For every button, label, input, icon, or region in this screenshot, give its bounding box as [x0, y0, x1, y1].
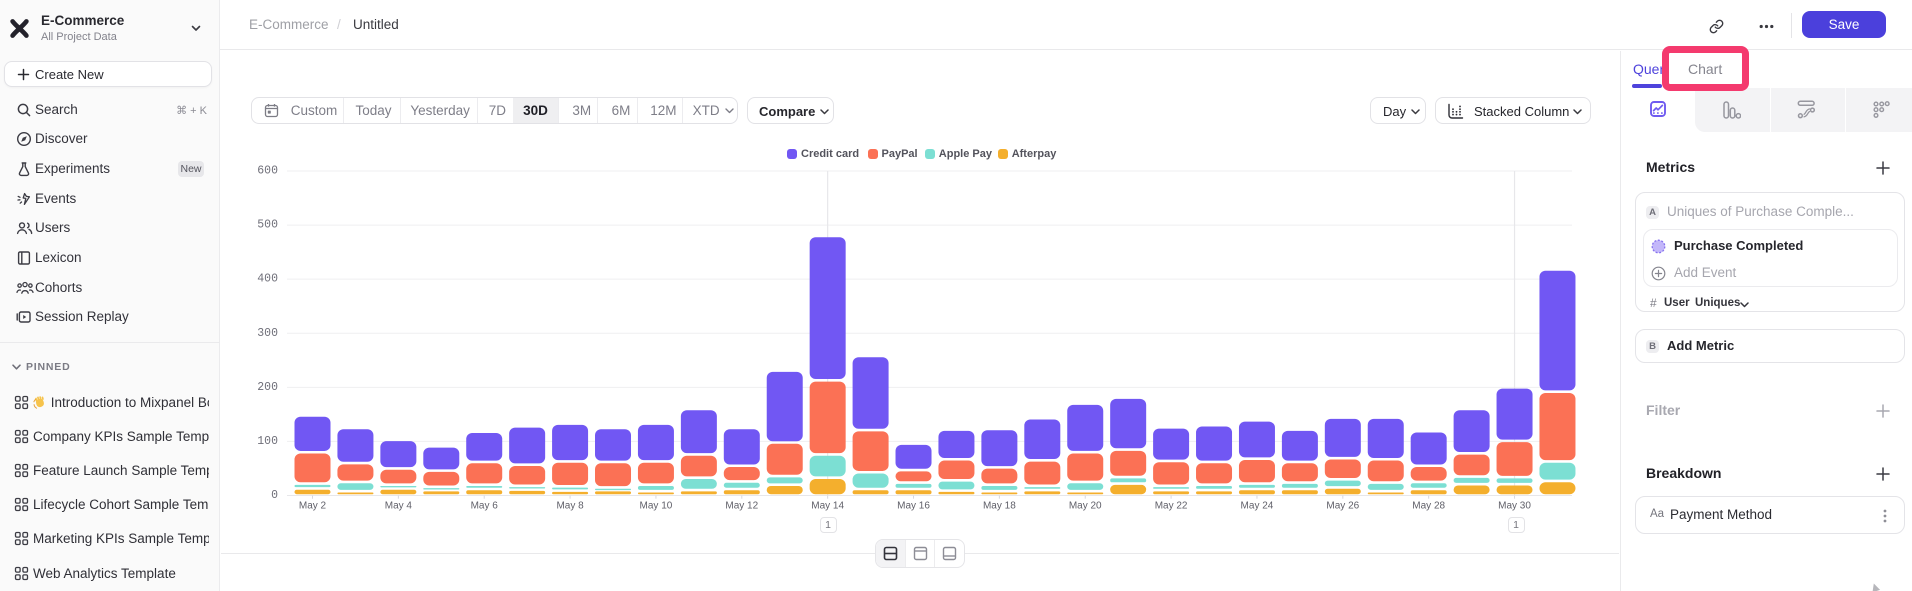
svg-text:0: 0: [271, 489, 278, 502]
svg-text:May 4: May 4: [385, 501, 413, 512]
svg-text:200: 200: [257, 381, 278, 394]
svg-text:May 2: May 2: [299, 501, 327, 512]
svg-text:May 26: May 26: [1326, 501, 1359, 512]
svg-text:May 30: May 30: [1498, 501, 1531, 512]
svg-text:May 10: May 10: [640, 501, 673, 512]
svg-text:May 20: May 20: [1069, 501, 1102, 512]
svg-text:May 18: May 18: [983, 501, 1016, 512]
svg-text:May 14: May 14: [811, 501, 844, 512]
svg-text:May 12: May 12: [725, 501, 758, 512]
svg-text:100: 100: [257, 435, 278, 448]
svg-text:500: 500: [257, 219, 278, 232]
svg-text:600: 600: [257, 165, 278, 178]
svg-text:May 24: May 24: [1241, 501, 1274, 512]
svg-text:300: 300: [257, 327, 278, 340]
svg-text:May 28: May 28: [1412, 501, 1445, 512]
svg-text:May 22: May 22: [1155, 501, 1188, 512]
svg-text:May 8: May 8: [556, 501, 584, 512]
svg-text:400: 400: [257, 273, 278, 286]
svg-text:May 16: May 16: [897, 501, 930, 512]
svg-text:May 6: May 6: [471, 501, 499, 512]
